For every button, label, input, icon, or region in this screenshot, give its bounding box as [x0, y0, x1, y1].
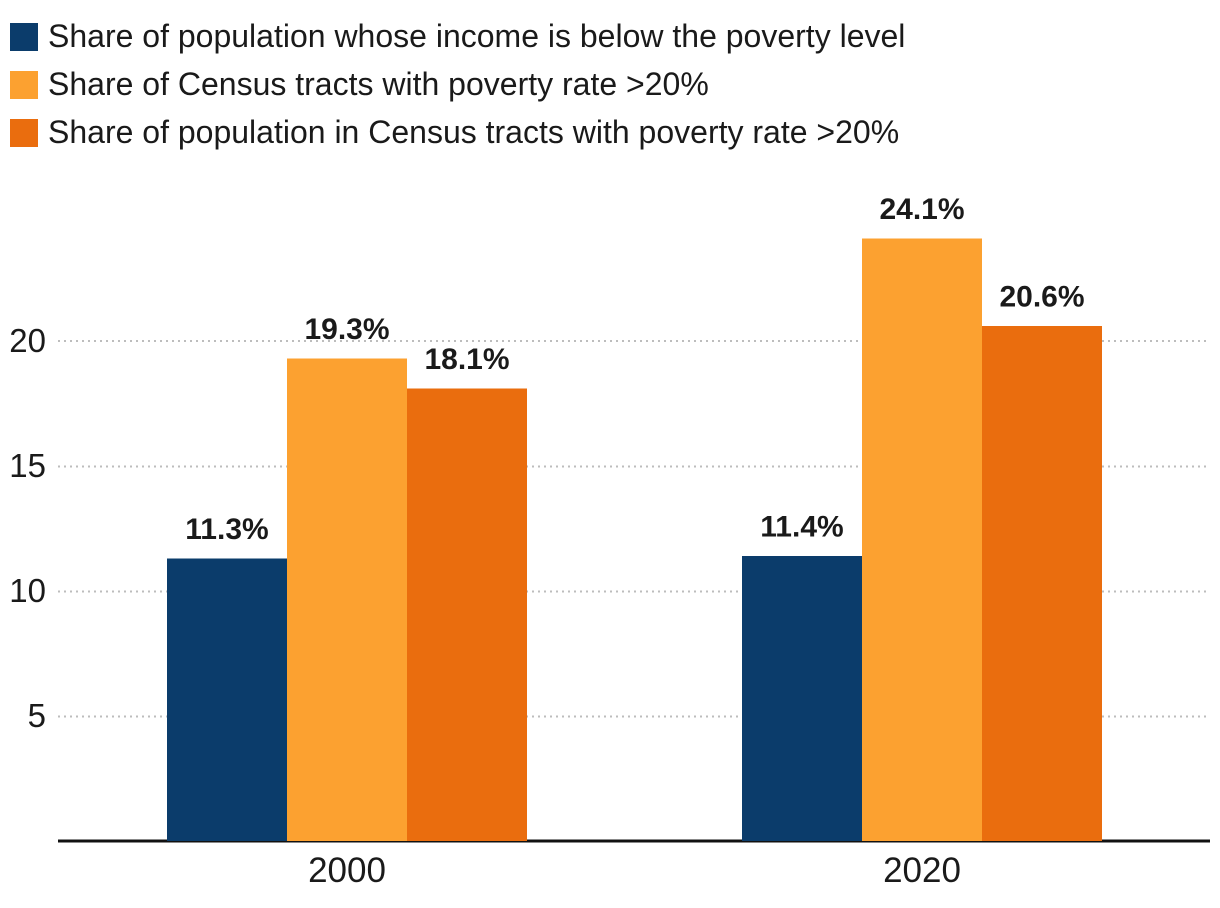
svg-text:10: 10: [9, 572, 46, 609]
svg-text:11.4%: 11.4%: [760, 511, 843, 544]
svg-text:5: 5: [28, 697, 46, 734]
svg-text:24.1%: 24.1%: [879, 193, 964, 226]
svg-text:19.3%: 19.3%: [304, 313, 389, 346]
svg-text:2020: 2020: [883, 851, 961, 890]
svg-text:15: 15: [9, 447, 46, 484]
svg-text:2000: 2000: [308, 851, 386, 890]
svg-text:20: 20: [9, 322, 46, 359]
svg-text:18.1%: 18.1%: [424, 343, 509, 376]
svg-text:11.3%: 11.3%: [185, 513, 268, 546]
svg-text:20.6%: 20.6%: [999, 281, 1084, 314]
